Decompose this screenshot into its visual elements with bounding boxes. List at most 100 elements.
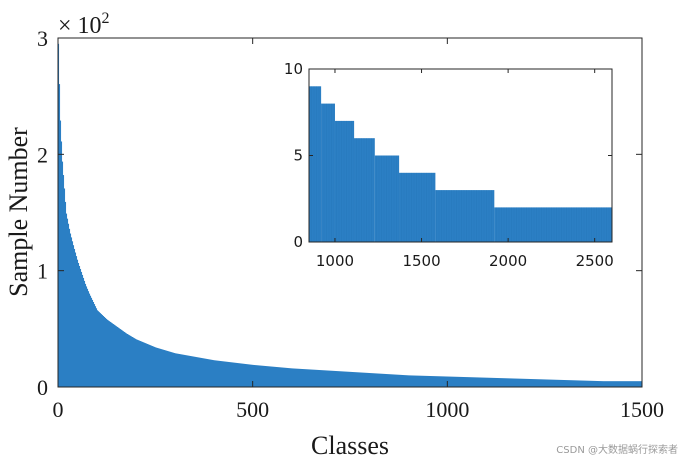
main-bar [474, 377, 476, 387]
main-bar [462, 376, 464, 387]
main-bar [478, 377, 480, 387]
main-bar [481, 377, 483, 387]
main-bar [122, 330, 124, 387]
main-bar [363, 372, 365, 387]
main-bar [586, 380, 588, 387]
main-bar [140, 341, 142, 387]
main-bar [534, 379, 536, 387]
main-bar [561, 379, 563, 387]
main-bar [542, 379, 544, 387]
main-bar [275, 366, 277, 387]
main-bar [400, 374, 402, 387]
main-bar [387, 374, 389, 387]
main-bar [284, 367, 286, 387]
main-bar [234, 362, 236, 387]
main-bar [268, 366, 270, 387]
main-bar [468, 377, 470, 387]
main-bar [155, 347, 157, 387]
main-bar [105, 317, 107, 387]
main-bar [85, 283, 87, 387]
main-bar [377, 373, 379, 387]
main-bar [94, 304, 96, 387]
main-bar [559, 379, 561, 387]
main-bar [496, 377, 498, 387]
main-bar [310, 369, 312, 387]
main-bar [264, 365, 266, 387]
main-bar [640, 381, 642, 387]
main-bar [331, 370, 333, 387]
main-bar [358, 372, 360, 387]
main-bar [520, 378, 522, 387]
main-bar [348, 371, 350, 387]
x-axis-label: Classes [311, 431, 389, 460]
main-bar [476, 377, 478, 387]
main-bar [252, 364, 254, 387]
main-bar [361, 372, 363, 387]
main-bar [463, 376, 465, 387]
main-bar [351, 371, 353, 387]
main-bar [497, 378, 499, 387]
main-bar [257, 365, 259, 387]
main-bar [60, 120, 62, 387]
main-bar [558, 379, 560, 387]
main-bar [189, 355, 191, 387]
main-bar [388, 374, 390, 387]
main-bar [370, 373, 372, 387]
main-bar [480, 377, 482, 387]
main-bar [231, 362, 233, 387]
main-bar [216, 360, 218, 387]
main-bar [116, 326, 118, 387]
main-bar [65, 201, 67, 387]
main-bar [113, 324, 115, 387]
main-bar [376, 373, 378, 387]
main-bar [579, 380, 581, 387]
main-bar [541, 379, 543, 387]
main-bar [107, 319, 109, 387]
main-bar [320, 370, 322, 387]
main-bar [627, 381, 629, 387]
main-bar [486, 377, 488, 387]
main-bar [198, 357, 200, 387]
main-bar [159, 348, 161, 387]
main-bar [416, 375, 418, 387]
main-bar [450, 376, 452, 387]
main-bar [469, 377, 471, 387]
main-bar [451, 376, 453, 387]
main-bar [581, 380, 583, 387]
main-bar [518, 378, 520, 387]
main-bar [224, 361, 226, 387]
inset-bar [309, 86, 322, 242]
main-bar [219, 360, 221, 387]
main-bar [405, 375, 407, 387]
main-bar [352, 371, 354, 387]
main-bar [291, 368, 293, 387]
main-bar [117, 326, 119, 387]
main-bar [489, 377, 491, 387]
main-bar [422, 375, 424, 387]
main-bar [372, 373, 374, 387]
main-bar [114, 324, 116, 387]
main-bar [298, 368, 300, 387]
main-bar [204, 358, 206, 387]
main-bar [336, 371, 338, 387]
main-bar [483, 377, 485, 387]
main-bar [86, 286, 88, 387]
main-bar [96, 308, 98, 387]
inset-bar [435, 190, 495, 242]
x-tick-label: 1500 [620, 397, 664, 422]
main-bar [318, 369, 320, 387]
main-bar [540, 379, 542, 387]
main-bar [206, 358, 208, 387]
y-tick-label: 0 [37, 375, 48, 400]
main-bar [258, 365, 260, 387]
main-bar [66, 213, 68, 387]
main-bar [330, 370, 332, 387]
main-bar [359, 372, 361, 387]
main-bar [414, 375, 416, 387]
main-bar [329, 370, 331, 387]
main-bar [202, 358, 204, 387]
main-bar [203, 358, 205, 387]
inset-y-tick-label: 10 [284, 60, 303, 78]
main-bar [574, 380, 576, 387]
main-bar [436, 376, 438, 387]
